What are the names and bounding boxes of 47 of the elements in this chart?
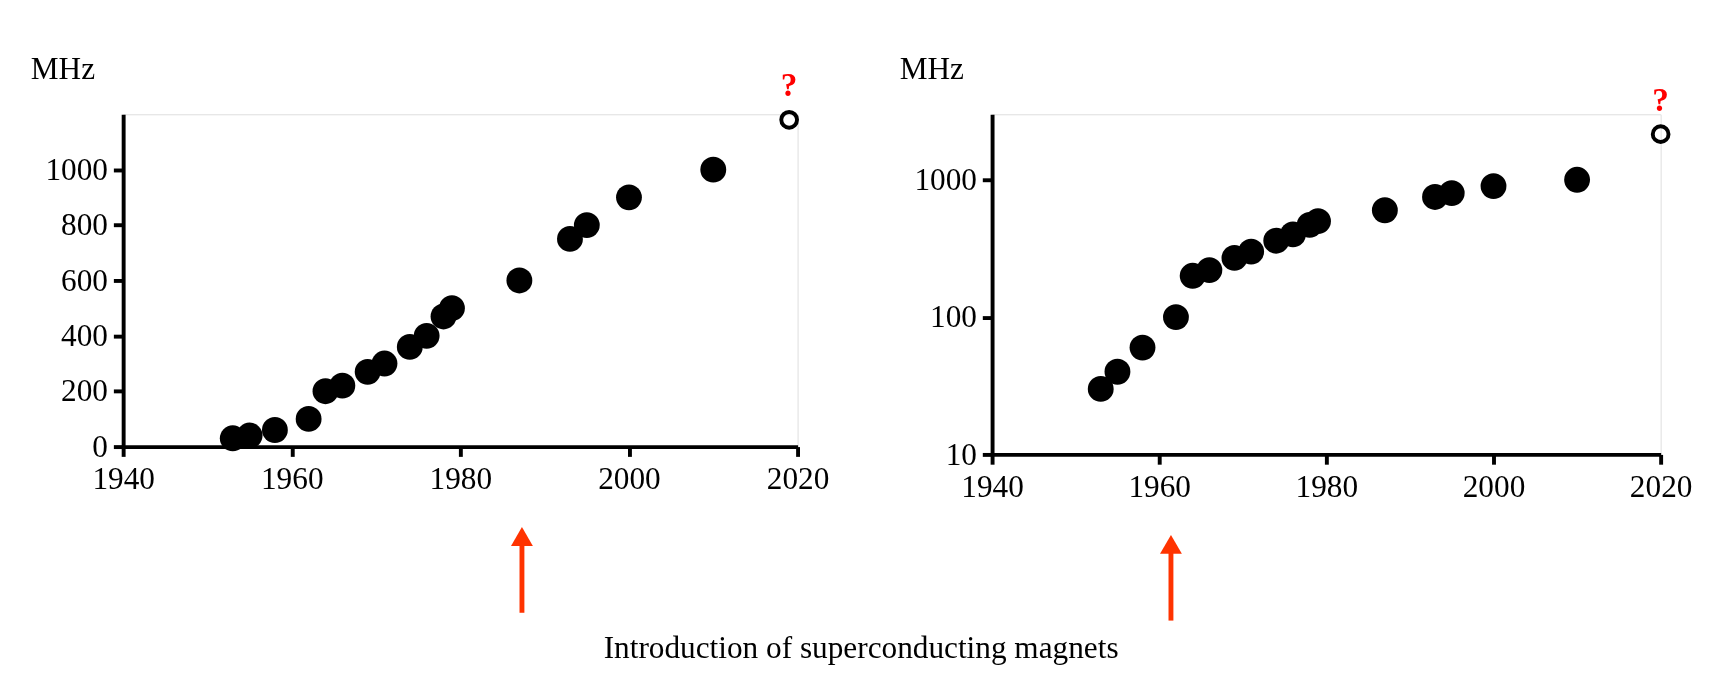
y-axis-title: MHz: [30, 50, 96, 86]
point: [1438, 180, 1465, 207]
x-tick-label: 2000: [598, 461, 661, 497]
point: [295, 406, 322, 432]
x-tick-label: 2000: [1462, 468, 1526, 504]
point: [1305, 208, 1331, 235]
y-tick-label: 0: [92, 428, 109, 464]
x-tick-label: 1960: [260, 461, 324, 497]
point: [413, 322, 440, 349]
x-tick-label: 1940: [92, 461, 155, 497]
point: [700, 156, 727, 183]
point: [1564, 166, 1591, 193]
x-tick-label: 1980: [1295, 468, 1359, 504]
point: [1650, 124, 1671, 144]
y-tick-label: 600: [61, 262, 109, 298]
point: [439, 295, 465, 322]
x-tick-label: 1980: [429, 461, 493, 497]
y-tick-label: 400: [61, 318, 109, 354]
point: [236, 422, 263, 449]
y-tick-label: 1000: [45, 151, 109, 187]
point: [1196, 257, 1223, 283]
annotation: ?: [1652, 80, 1669, 118]
point: [371, 350, 398, 377]
y-axis-title: MHz: [899, 50, 964, 86]
point: [329, 372, 356, 399]
point: [1087, 376, 1114, 402]
x-tick-label: 2020: [1629, 468, 1693, 504]
point: [1480, 173, 1507, 199]
point: [1163, 304, 1189, 331]
x-tick-label: 2020: [766, 461, 830, 497]
point: [616, 184, 642, 211]
point: [779, 110, 799, 130]
point: [557, 226, 583, 252]
point: [573, 212, 600, 238]
point: [1238, 238, 1265, 265]
annotation: ?: [780, 66, 798, 104]
point: [1129, 334, 1156, 361]
y-tick-label: 800: [61, 207, 109, 243]
text: Introduction of superconducting magnets: [603, 629, 1119, 665]
x-tick-label: 1960: [1128, 468, 1191, 504]
y-tick-label: 100: [930, 299, 977, 335]
point: [1371, 197, 1398, 224]
point: [1104, 358, 1131, 385]
y-tick-label: 200: [61, 373, 109, 409]
point: [261, 417, 288, 443]
point: [506, 267, 533, 294]
y-tick-label: 1000: [914, 162, 977, 198]
